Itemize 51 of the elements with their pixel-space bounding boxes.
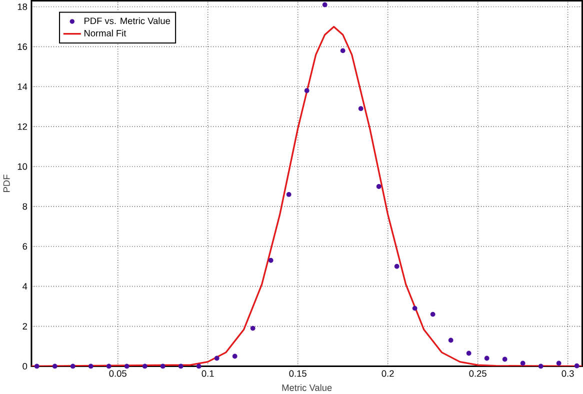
y-tick-label: 18	[18, 3, 28, 10]
legend-label: PDF vs. Metric Value	[84, 17, 170, 24]
y-tick-label: 0	[22, 362, 28, 370]
point	[394, 264, 400, 269]
x-tick-label: 0.25	[469, 370, 486, 377]
y-tick-label: 10	[18, 163, 28, 170]
point	[232, 354, 238, 359]
point	[304, 88, 310, 93]
point	[340, 48, 346, 53]
x-tick-label: 0.15	[289, 370, 306, 377]
point	[34, 364, 40, 368]
y-tick-label: 6	[22, 242, 28, 250]
x-tick-label: 0.3	[562, 370, 574, 377]
x-tick-label: 0.05	[109, 370, 126, 377]
point	[106, 364, 112, 368]
point	[322, 2, 328, 8]
point	[250, 326, 256, 331]
point	[520, 360, 526, 366]
y-tick-label: 2	[22, 322, 27, 330]
y-axis-title: PDF	[3, 174, 10, 192]
line-series	[31, 26, 582, 366]
point	[286, 192, 292, 197]
point	[142, 364, 148, 368]
x-tick-label: 0.1	[202, 370, 214, 377]
point	[160, 364, 166, 368]
point	[124, 364, 130, 368]
legend-label: Normal Fit	[84, 29, 126, 36]
point	[178, 364, 184, 368]
point	[52, 364, 58, 368]
point	[376, 184, 382, 189]
point	[412, 306, 418, 311]
x-tick-label: 0.2	[382, 370, 394, 377]
point	[268, 258, 274, 263]
x-axis-title: Metric Value	[282, 384, 332, 391]
y-tick-label: 12	[18, 123, 27, 130]
y-tick-label: 14	[18, 83, 28, 90]
point	[556, 360, 562, 366]
point	[88, 364, 94, 368]
point	[196, 364, 202, 368]
point	[466, 350, 472, 356]
y-tick-label: 4	[22, 282, 28, 290]
point	[538, 364, 544, 368]
y-tick-label: 8	[22, 203, 28, 210]
point	[502, 356, 508, 362]
point	[214, 356, 220, 361]
y-tick-label: 16	[18, 43, 28, 50]
point	[70, 364, 76, 368]
point	[448, 338, 454, 343]
point	[358, 106, 364, 111]
point	[484, 356, 490, 361]
point	[430, 312, 436, 317]
